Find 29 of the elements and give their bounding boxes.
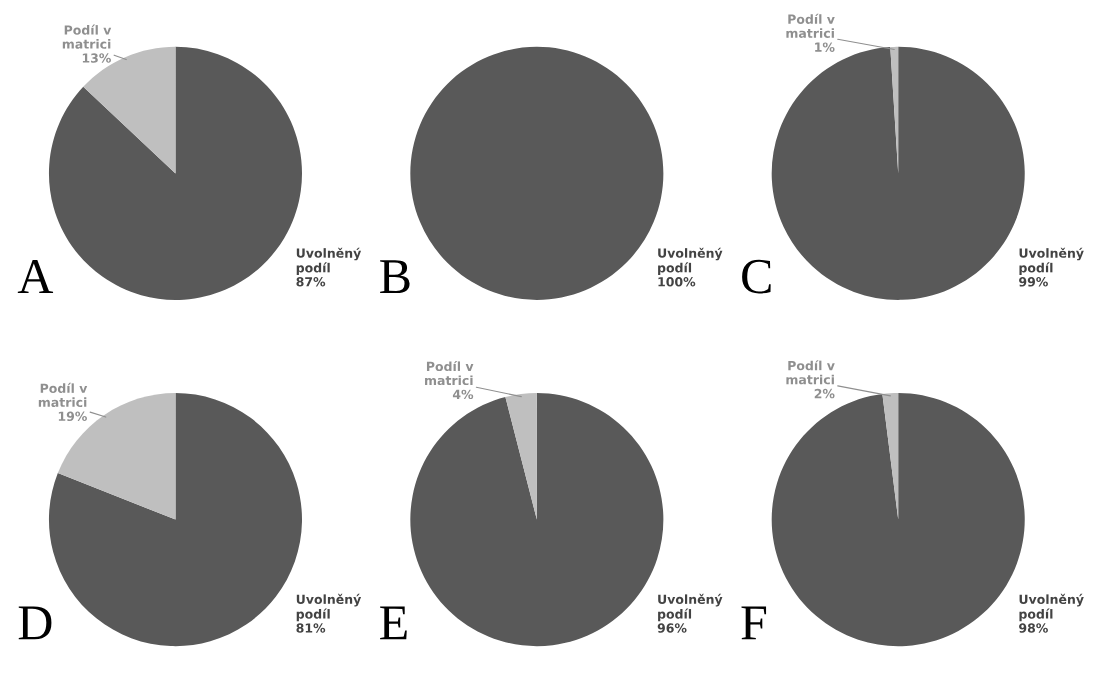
text: D	[18, 606, 52, 640]
data-label: 81%	[296, 623, 326, 633]
slice-label: Uvolněný podíl	[1019, 593, 1084, 622]
slice-label: Podíl v matrici	[786, 13, 835, 38]
text: C	[742, 259, 771, 294]
slice-label: Podíl v matrici	[425, 360, 474, 386]
slice-label: Uvolněný podíl	[296, 593, 362, 622]
slice-label: Uvolněný podíl	[658, 593, 723, 622]
slice-label: Podíl v matrici	[38, 382, 88, 408]
text: B	[380, 260, 410, 294]
data-label: 100%	[658, 277, 696, 287]
data-label: 19%	[58, 411, 87, 422]
text: A	[17, 259, 54, 293]
data-label: 96%	[657, 623, 687, 633]
data-label: 1%	[815, 42, 835, 52]
text: E	[380, 606, 407, 640]
data-label: 99%	[1019, 277, 1048, 287]
slice-label: Podíl v matrici	[62, 24, 112, 49]
text: F	[741, 606, 767, 640]
data-label: 2%	[814, 388, 835, 399]
slice-label: Uvolněný podíl	[658, 247, 723, 275]
slice-label: Uvolněný podíl	[296, 247, 362, 275]
slice-label: Uvolněný podíl	[1019, 247, 1084, 275]
data-label: 13%	[82, 53, 111, 63]
data-label: 4%	[452, 389, 474, 400]
pie-slice	[505, 393, 537, 520]
slice-label: Podíl v matrici	[786, 360, 835, 385]
data-label: 98%	[1019, 623, 1048, 633]
data-label: 87%	[296, 277, 326, 287]
